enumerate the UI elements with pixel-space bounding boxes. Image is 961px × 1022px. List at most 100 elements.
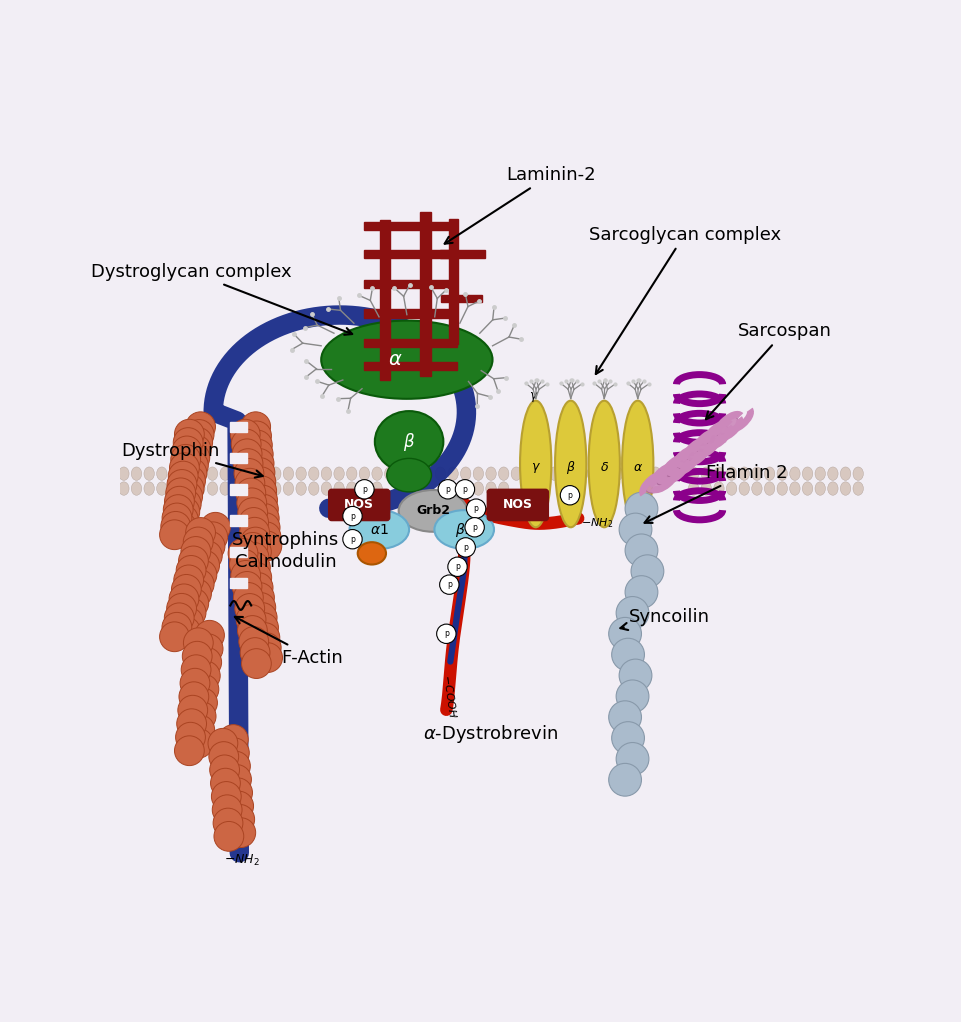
Ellipse shape [245,467,256,480]
Circle shape [237,615,267,646]
Text: $-COOH$: $-COOH$ [441,673,459,719]
Text: p: p [350,535,355,544]
Circle shape [160,511,190,542]
Ellipse shape [688,481,699,496]
Circle shape [226,818,256,847]
Text: $\beta$: $\beta$ [566,459,576,476]
Circle shape [228,539,258,568]
Circle shape [224,791,254,821]
Circle shape [179,546,209,575]
Circle shape [186,701,216,731]
Circle shape [625,575,658,608]
Circle shape [242,562,272,593]
Text: Syncoilin: Syncoilin [621,608,710,630]
Circle shape [183,427,212,457]
Ellipse shape [359,467,370,480]
Ellipse shape [705,424,728,446]
Text: F-Actin: F-Actin [234,617,343,666]
Ellipse shape [435,467,446,480]
Ellipse shape [473,467,483,480]
Ellipse shape [245,481,256,496]
Ellipse shape [220,467,231,480]
Circle shape [221,751,251,781]
Ellipse shape [625,467,635,480]
Text: $\delta$: $\delta$ [600,461,608,474]
Ellipse shape [258,481,268,496]
Circle shape [233,438,262,469]
Circle shape [245,458,275,487]
Circle shape [192,647,222,678]
Ellipse shape [696,432,718,453]
Bar [364,280,457,288]
Ellipse shape [752,467,762,480]
Bar [231,515,247,525]
Circle shape [177,458,207,489]
Ellipse shape [790,467,801,480]
Circle shape [214,822,244,851]
Text: NOS: NOS [344,499,374,511]
Circle shape [168,505,198,535]
Ellipse shape [764,481,775,496]
Circle shape [194,620,225,650]
Bar [381,220,390,380]
Circle shape [246,593,276,622]
Circle shape [179,451,209,480]
Ellipse shape [169,481,180,496]
Circle shape [234,449,263,478]
Circle shape [239,626,269,656]
Text: $\alpha$: $\alpha$ [388,351,403,369]
Circle shape [616,680,649,712]
Ellipse shape [587,467,598,480]
Text: p: p [472,523,477,531]
Circle shape [231,419,260,449]
Ellipse shape [802,481,813,496]
Ellipse shape [716,416,738,437]
Circle shape [181,537,210,566]
Circle shape [625,533,658,567]
Ellipse shape [827,481,838,496]
Bar [231,547,247,557]
Ellipse shape [714,467,725,480]
Bar [450,219,458,344]
Circle shape [466,499,486,518]
Ellipse shape [386,459,431,492]
Circle shape [236,478,266,508]
Circle shape [163,495,193,524]
Ellipse shape [752,481,762,496]
Ellipse shape [655,464,678,485]
Bar [364,310,457,318]
Bar [441,295,481,303]
Bar [364,249,457,258]
Circle shape [171,574,201,604]
Circle shape [239,543,269,572]
Circle shape [174,607,204,637]
Circle shape [438,479,457,499]
Ellipse shape [372,467,382,480]
Circle shape [231,560,260,591]
Text: p: p [445,484,451,494]
Circle shape [247,603,277,633]
Circle shape [233,571,262,601]
Circle shape [343,529,362,549]
Ellipse shape [511,467,522,480]
Ellipse shape [182,467,192,480]
Circle shape [244,449,274,478]
Bar [364,222,457,230]
Ellipse shape [612,467,623,480]
Ellipse shape [790,481,801,496]
Circle shape [239,517,269,547]
Text: Syntrophins: Syntrophins [232,531,339,549]
Circle shape [242,430,272,460]
Circle shape [189,675,219,704]
Ellipse shape [375,411,443,472]
Circle shape [198,522,228,552]
Ellipse shape [777,481,787,496]
Circle shape [171,490,201,519]
Circle shape [243,572,273,602]
Text: Dystroglycan complex: Dystroglycan complex [90,263,352,335]
Ellipse shape [233,467,243,480]
Circle shape [236,605,266,635]
Ellipse shape [549,467,559,480]
Circle shape [176,723,206,752]
Ellipse shape [536,467,547,480]
